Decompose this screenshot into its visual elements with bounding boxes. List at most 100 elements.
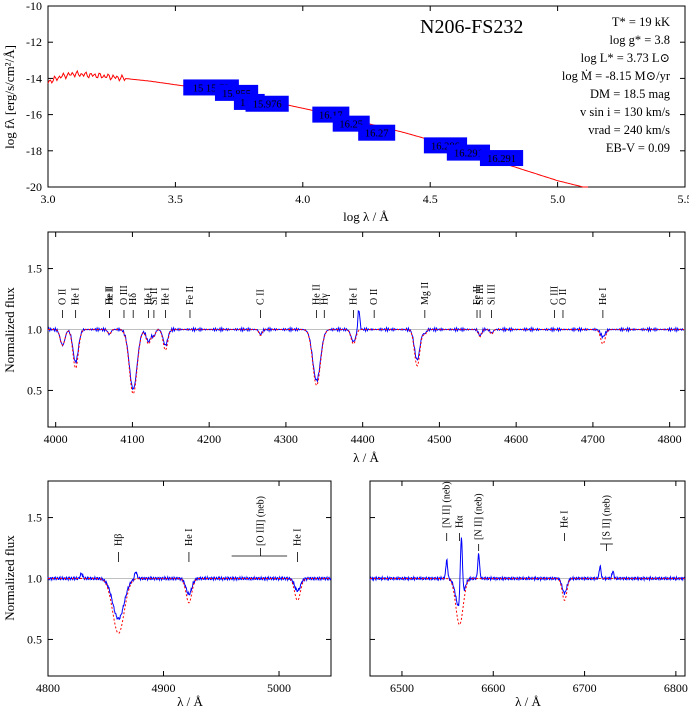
halpha-line-label: [N II] (neb) <box>442 481 453 528</box>
sed-photometry-label: 16.291 <box>487 154 516 165</box>
spectrum-xtick-label: 4500 <box>427 432 451 446</box>
spectrum-line-label: C II <box>256 289 267 305</box>
spectrum-line-label: He II <box>312 284 323 305</box>
hbeta-xtick-label: 4900 <box>152 681 176 695</box>
spectrum-xtick-label: 4200 <box>197 432 221 446</box>
spectrum-line-label: C III <box>550 286 561 305</box>
sed-photometry-label: 16.17 <box>319 111 343 122</box>
sed-xtick-label: 4.5 <box>423 192 438 206</box>
sed-ytick-label: -16 <box>26 108 42 122</box>
hbeta-line-label: Hβ <box>113 534 124 546</box>
sed-photometry-label: 15 15.72 <box>193 83 230 94</box>
spectrum-line-label: He I <box>71 288 82 306</box>
halpha-xtick-label: 6600 <box>481 681 505 695</box>
sed-ytick-label: -14 <box>26 71 42 85</box>
halpha-model-line <box>370 578 685 626</box>
blue-spectrum-chart: 4000 4100 4200 4300 4400 4500 4600 4700 4800 0.5 1… <box>27 232 685 446</box>
param-dm: DM = 18.5 mag <box>590 87 671 101</box>
sed-photometry-label: 16.27 <box>365 129 389 140</box>
hbeta-chart: 4800 4900 5000 0.5 1.0 1.5 Hβ He I [O III] (neb)… <box>27 481 332 695</box>
spectrum-line-label: Hγ <box>319 293 330 305</box>
hbeta-observed-line <box>47 571 332 620</box>
param-logl: log L* = 3.73 L⊙ <box>581 51 670 65</box>
sed-photometry-label: 16.286 <box>431 141 460 152</box>
sed-model-line <box>47 69 589 188</box>
spectrum-line-label: O II <box>558 289 569 305</box>
star-name: N206-FS232 <box>420 16 523 38</box>
spectrum-line-label: O III <box>119 285 130 305</box>
hbeta-xlabel: λ / Å <box>177 694 203 709</box>
spectrum-xlabel: λ / Å <box>353 450 379 465</box>
sed-ytick-label: -10 <box>26 0 42 13</box>
hbeta-ytick-label: 1.0 <box>27 572 42 586</box>
sed-xtick-label: 4.0 <box>295 192 310 206</box>
param-vrad: vrad = 240 km/s <box>588 123 670 137</box>
spectrum-line-label: He I <box>104 288 115 306</box>
halpha-xlabel: λ / Å <box>515 694 541 709</box>
spectrum-line-label: Hδ <box>128 293 139 305</box>
spectrum-line-label: He I <box>598 288 609 306</box>
spectrum-ytick-label: 1.5 <box>27 262 42 276</box>
sed-ytick-label: -12 <box>26 35 42 49</box>
hbeta-xtick-label: 4800 <box>36 681 60 695</box>
spectrum-xtick-label: 4300 <box>274 432 298 446</box>
hbeta-ytick-label: 1.5 <box>27 511 42 525</box>
spectrum-model-line <box>48 329 685 395</box>
spectrum-line-label: Fe II <box>185 286 196 305</box>
hbeta-line-label: He I <box>293 529 304 547</box>
halpha-chart: 6500 6600 6700 6800[N II] (neb) Hα He I[N II]… <box>369 481 688 695</box>
halpha-xtick-label: 6700 <box>573 681 597 695</box>
sed-photometry-box <box>446 144 491 161</box>
sed-panel-frame <box>47 5 686 188</box>
sed-photometry-label: 16.25 <box>339 120 363 131</box>
halpha-observed-line <box>369 537 686 607</box>
spectrum-xtick-label: 4100 <box>120 432 144 446</box>
sed-xlabel: log λ / Å <box>343 209 389 224</box>
sed-photometry-label: 15.976 <box>253 100 282 111</box>
spectrum-xtick-label: 4700 <box>581 432 605 446</box>
spectrum-line-label: He I <box>160 288 171 306</box>
hbeta-line-label: [O III] (neb) <box>256 496 267 546</box>
sed-xtick-label: 5.5 <box>678 192 689 206</box>
halpha-xtick-label: 6500 <box>390 681 414 695</box>
spectrum-line-label: Si III <box>475 284 486 305</box>
param-mdot: log Ṁ = -8.15 M⊙/yr <box>562 69 671 83</box>
spectrum-observed-line <box>47 310 685 390</box>
parameter-list: T* = 19 kK log g* = 3.8 log L* = 3.73 L⊙… <box>562 15 671 155</box>
sed-photometry-box <box>245 95 289 112</box>
param-ebv: EB-V = 0.09 <box>606 141 670 155</box>
spectrum-line-label: Si II <box>149 288 160 306</box>
param-logg: log g* = 3.8 <box>609 33 670 47</box>
hbeta-xtick-label: 5000 <box>267 681 291 695</box>
spectrum-line-label: Fe II <box>472 286 483 305</box>
halpha-xtick-label: 6800 <box>664 681 688 695</box>
sed-ylabel: log fλ [erg/s/cm²/Å] <box>2 45 17 149</box>
sed-photometry-label: 16.291 <box>454 149 483 160</box>
sed-photometry-box <box>479 150 524 167</box>
spectrum-line-label: He I <box>144 288 155 306</box>
hbeta-model-line <box>48 578 331 634</box>
spectrum-xtick-label: 4800 <box>658 432 682 446</box>
sed-xtick-label: 5.0 <box>550 192 565 206</box>
hbeta-line-label: He I <box>184 529 195 547</box>
halpha-line-label: Hα <box>454 515 465 528</box>
sed-photometry-box <box>358 124 396 141</box>
spectrum-ytick-label: 0.5 <box>27 383 42 397</box>
spectrum-ytick-label: 1.0 <box>27 323 42 337</box>
spectrum-xtick-label: 4600 <box>504 432 528 446</box>
hbeta-ylabel: Normalized flux <box>2 535 17 621</box>
sed-ytick-label: -18 <box>26 144 42 158</box>
sed-xtick-label: 3.0 <box>41 192 56 206</box>
spectrum-line-label: Si III <box>487 284 498 305</box>
spectrum-xtick-label: 4400 <box>351 432 375 446</box>
hbeta-ytick-label: 0.5 <box>27 632 42 646</box>
spectrum-line-label: Fe II <box>104 286 115 305</box>
spectrum-xtick-label: 4000 <box>44 432 68 446</box>
halpha-line-label: [S II] (neb) <box>601 495 612 540</box>
spectrum-line-label: He I <box>348 288 359 306</box>
sed-ytick-label: -20 <box>26 180 42 194</box>
sed-xtick-label: 3.5 <box>168 192 183 206</box>
spectrum-line-label: Mg II <box>420 282 431 305</box>
spectrum-ylabel: Normalized flux <box>2 287 17 373</box>
